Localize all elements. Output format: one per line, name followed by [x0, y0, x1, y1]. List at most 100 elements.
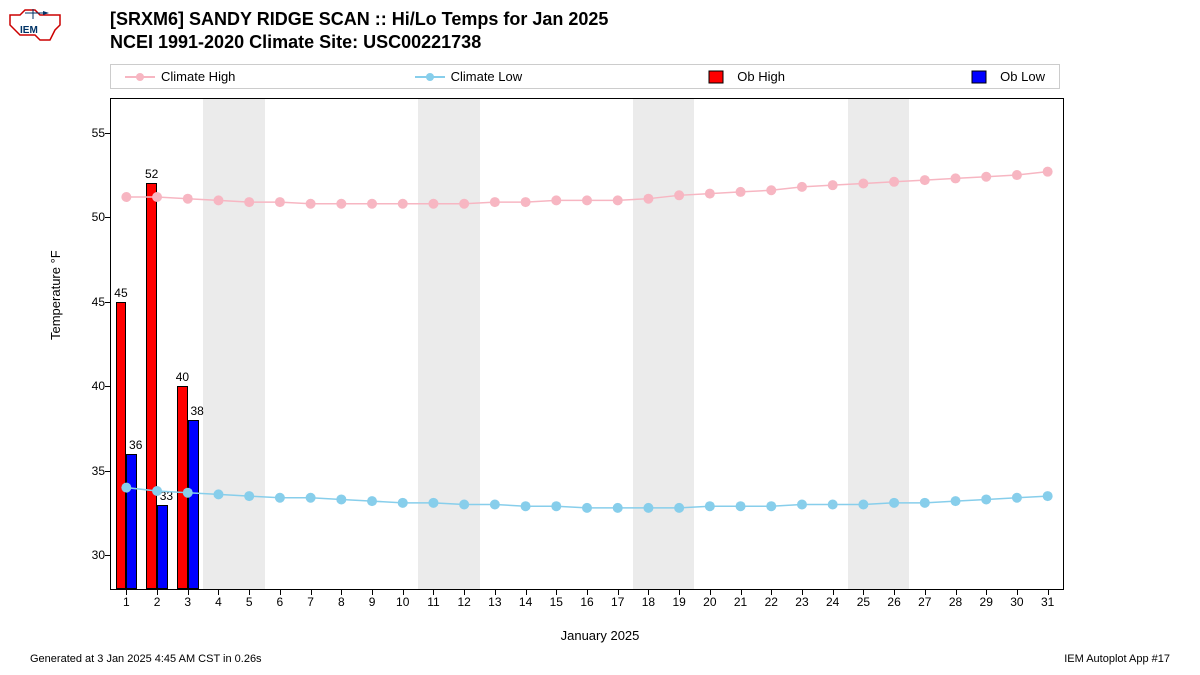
- legend-label: Climate Low: [451, 69, 523, 84]
- x-tick-label: 25: [857, 595, 870, 609]
- x-tick-label: 18: [642, 595, 655, 609]
- weekend-band: [418, 99, 479, 589]
- x-tick-label: 29: [980, 595, 993, 609]
- climate-low-marker: [398, 498, 408, 508]
- x-tick-label: 16: [580, 595, 593, 609]
- iem-logo: IEM: [5, 5, 65, 45]
- title-line-2: NCEI 1991-2020 Climate Site: USC00221738: [110, 31, 608, 54]
- climate-low-marker: [920, 498, 930, 508]
- x-tick-label: 15: [550, 595, 563, 609]
- x-tick-label: 2: [154, 595, 161, 609]
- y-tick: [105, 386, 111, 387]
- climate-high-marker: [951, 173, 961, 183]
- footer-generated: Generated at 3 Jan 2025 4:45 AM CST in 0…: [30, 653, 262, 665]
- x-tick-label: 7: [307, 595, 314, 609]
- y-tick: [105, 471, 111, 472]
- climate-high-marker: [306, 199, 316, 209]
- x-tick-label: 12: [457, 595, 470, 609]
- ob-high-label: 40: [176, 370, 189, 384]
- legend-label: Ob High: [737, 69, 785, 84]
- climate-high-marker: [551, 195, 561, 205]
- climate-high-marker: [1043, 167, 1053, 177]
- climate-low-marker: [797, 500, 807, 510]
- x-tick-label: 23: [795, 595, 808, 609]
- climate-high-marker: [920, 175, 930, 185]
- x-tick-label: 9: [369, 595, 376, 609]
- climate-low-marker: [613, 503, 623, 513]
- y-tick: [105, 302, 111, 303]
- chart-title: [SRXM6] SANDY RIDGE SCAN :: Hi/Lo Temps …: [110, 8, 608, 53]
- climate-high-line: [126, 172, 1047, 204]
- climate-low-marker: [828, 500, 838, 510]
- climate-high-marker: [398, 199, 408, 209]
- y-tick-label: 45: [77, 295, 105, 309]
- legend-label: Ob Low: [1000, 69, 1045, 84]
- climate-low-marker: [521, 501, 531, 511]
- climate-low-marker: [1012, 493, 1022, 503]
- y-tick: [105, 217, 111, 218]
- x-tick-label: 17: [611, 595, 624, 609]
- climate-low-marker: [306, 493, 316, 503]
- climate-low-marker: [951, 496, 961, 506]
- x-tick-label: 6: [277, 595, 284, 609]
- y-tick-label: 35: [77, 464, 105, 478]
- climate-high-marker: [336, 199, 346, 209]
- x-tick-label: 19: [672, 595, 685, 609]
- climate-low-marker: [490, 500, 500, 510]
- climate-high-marker: [736, 187, 746, 197]
- footer-app: IEM Autoplot App #17: [1064, 653, 1170, 665]
- y-tick-label: 30: [77, 548, 105, 562]
- x-tick-label: 8: [338, 595, 345, 609]
- x-tick-label: 4: [215, 595, 222, 609]
- legend-climate-low: Climate Low: [415, 69, 523, 84]
- x-tick-label: 30: [1010, 595, 1023, 609]
- climate-high-marker: [121, 192, 131, 202]
- chart-plot-area: 3035404550551234567891011121314151617181…: [110, 98, 1064, 590]
- climate-low-marker: [1043, 491, 1053, 501]
- legend-label: Climate High: [161, 69, 235, 84]
- y-tick: [105, 133, 111, 134]
- x-tick-label: 27: [918, 595, 931, 609]
- climate-high-marker: [1012, 170, 1022, 180]
- climate-high-marker: [582, 195, 592, 205]
- weekend-band: [203, 99, 264, 589]
- y-tick: [105, 555, 111, 556]
- climate-high-marker: [275, 197, 285, 207]
- climate-high-marker: [766, 185, 776, 195]
- x-tick-label: 14: [519, 595, 532, 609]
- climate-low-marker: [582, 503, 592, 513]
- ob-low-label: 33: [160, 489, 173, 503]
- x-tick-label: 11: [427, 595, 439, 609]
- title-line-1: [SRXM6] SANDY RIDGE SCAN :: Hi/Lo Temps …: [110, 8, 608, 31]
- climate-low-marker: [766, 501, 776, 511]
- climate-low-marker: [551, 501, 561, 511]
- climate-high-marker: [705, 189, 715, 199]
- ob-high-bar: [177, 386, 188, 589]
- x-tick-label: 31: [1041, 595, 1054, 609]
- x-tick-label: 13: [488, 595, 501, 609]
- ob-low-bar: [188, 420, 199, 589]
- ob-high-bar: [146, 183, 157, 589]
- x-tick-label: 3: [184, 595, 191, 609]
- x-tick-label: 10: [396, 595, 409, 609]
- climate-low-marker: [336, 494, 346, 504]
- climate-high-marker: [797, 182, 807, 192]
- climate-high-marker: [521, 197, 531, 207]
- climate-low-marker: [705, 501, 715, 511]
- x-tick-label: 5: [246, 595, 253, 609]
- y-tick-label: 50: [77, 210, 105, 224]
- ob-low-label: 38: [190, 404, 203, 418]
- x-tick-label: 24: [826, 595, 839, 609]
- x-tick-label: 22: [765, 595, 778, 609]
- climate-low-marker: [367, 496, 377, 506]
- ob-low-bar: [157, 505, 168, 589]
- legend-ob-high: Ob High: [701, 69, 785, 84]
- x-tick-label: 20: [703, 595, 716, 609]
- legend: Climate High Climate Low Ob High Ob Low: [110, 64, 1060, 89]
- weekend-band: [633, 99, 694, 589]
- y-axis-label: Temperature °F: [48, 250, 63, 340]
- x-tick-label: 26: [887, 595, 900, 609]
- x-tick-label: 1: [123, 595, 130, 609]
- climate-high-marker: [828, 180, 838, 190]
- legend-climate-high: Climate High: [125, 69, 235, 84]
